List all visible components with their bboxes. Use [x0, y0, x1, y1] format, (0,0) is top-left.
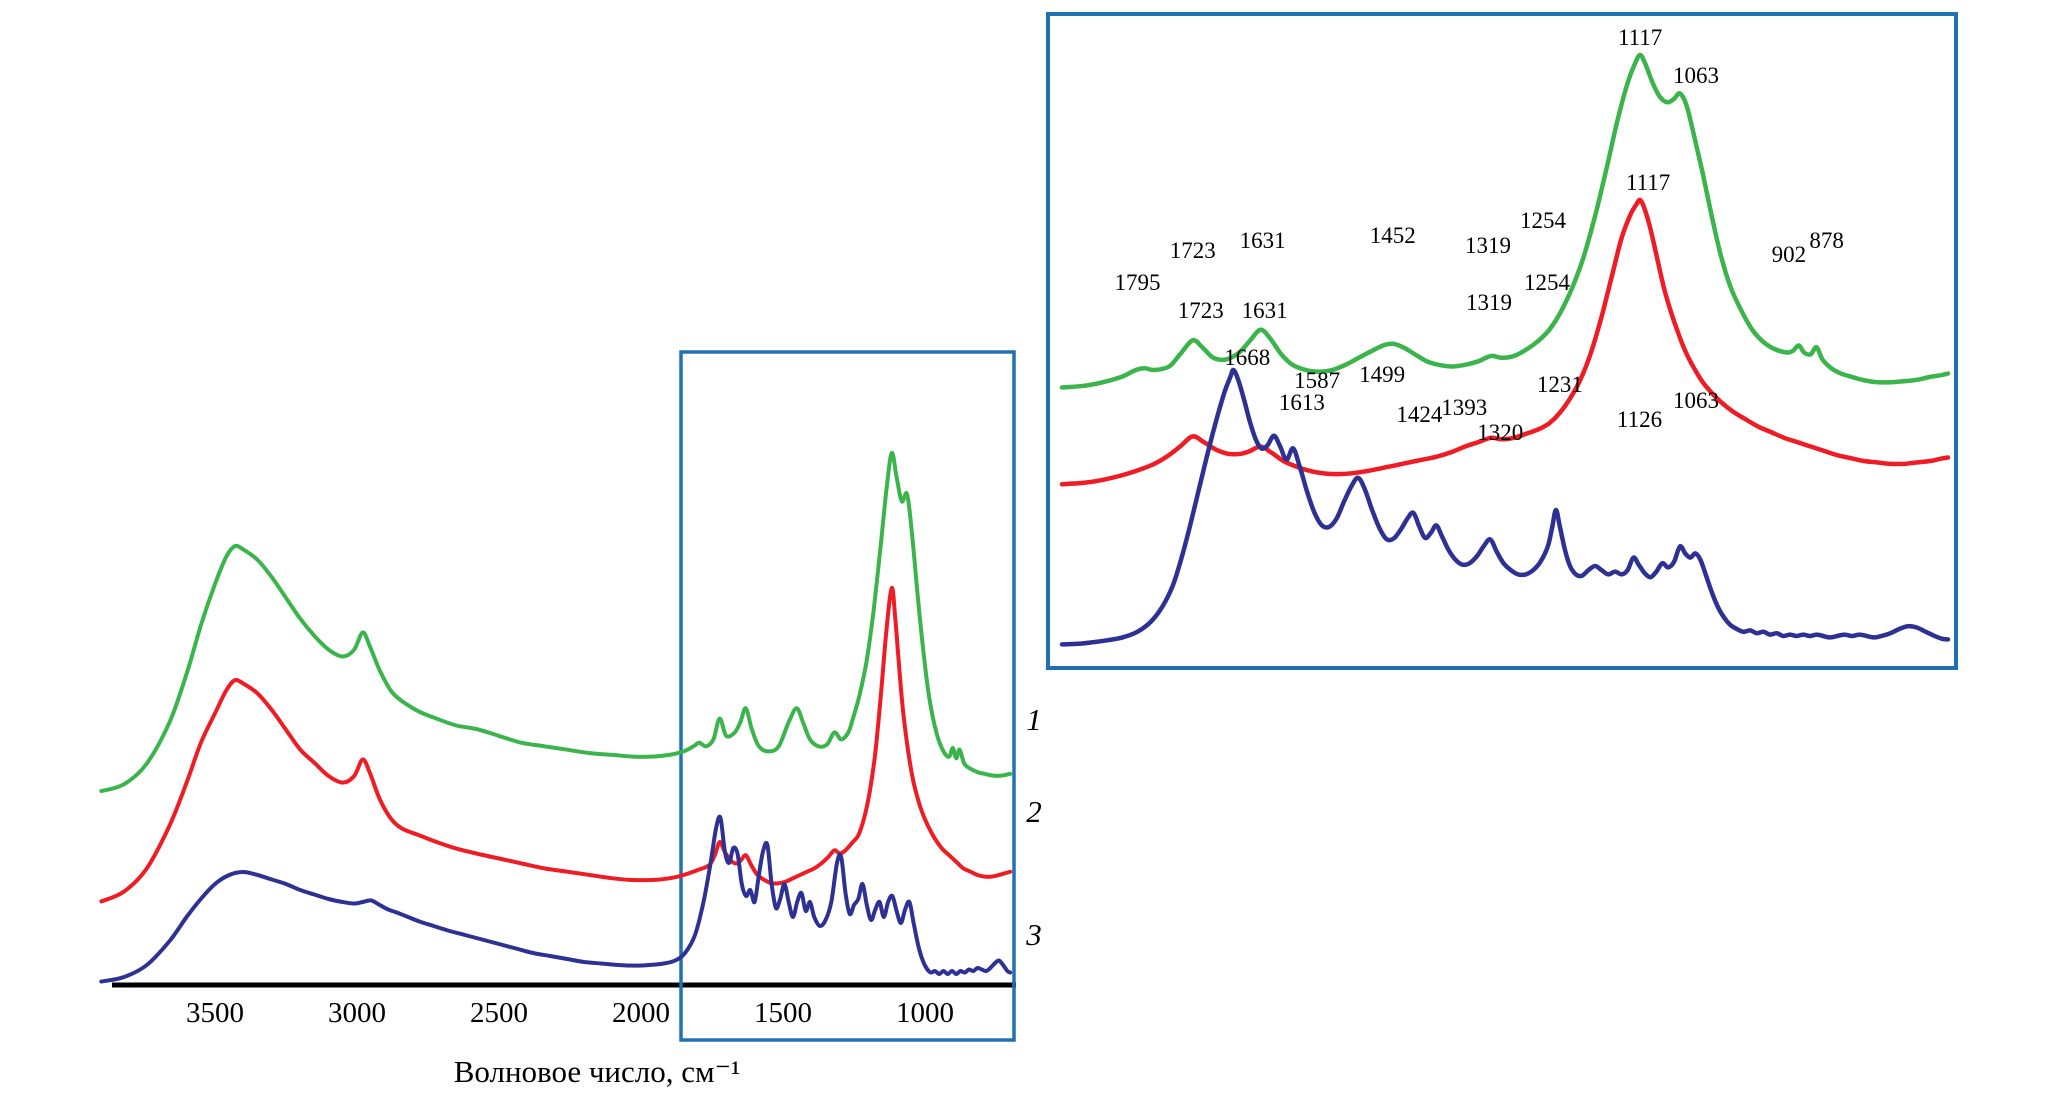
- peak-annotation: 1319: [1466, 290, 1512, 315]
- peak-annotation: 1319: [1465, 233, 1511, 258]
- peak-annotation: 1795: [1115, 270, 1161, 295]
- spectrum-curve-2-inset: [1059, 197, 1951, 487]
- inset-border: [1046, 12, 1958, 670]
- x-tick-label: 1000: [896, 997, 954, 1029]
- x-tick-label: 2500: [470, 997, 528, 1029]
- peak-annotation: 1587: [1294, 368, 1340, 393]
- peak-annotation: 1424: [1396, 402, 1443, 427]
- x-tick-label: 3500: [186, 997, 244, 1029]
- peak-annotation: 1613: [1279, 390, 1325, 415]
- peak-annotation: 1117: [1626, 170, 1670, 195]
- peak-annotation: 1393: [1441, 395, 1487, 420]
- x-tick-label: 3000: [328, 997, 386, 1029]
- peak-annotation: 902: [1772, 242, 1807, 267]
- peak-annotation: 1117: [1618, 25, 1662, 50]
- spectrum-curve-3-inset: [1059, 367, 1951, 647]
- highlight-box: [679, 350, 1016, 1042]
- spectrum-curve-3-main: [99, 814, 1013, 984]
- curve-index-label: 3: [1025, 917, 1042, 952]
- x-axis-title: Волновое число, см⁻¹: [454, 1054, 741, 1089]
- peak-annotation: 1254: [1520, 208, 1567, 233]
- peak-annotation: 1723: [1170, 238, 1216, 263]
- spectrum-curve-1-inset: [1059, 52, 1951, 390]
- peak-annotation: 1499: [1359, 362, 1405, 387]
- peak-annotation: 1254: [1524, 270, 1571, 295]
- peak-annotation: 1452: [1370, 223, 1416, 248]
- peak-annotation: 1126: [1617, 407, 1662, 432]
- x-tick-label: 1500: [754, 997, 812, 1029]
- peak-annotation: 1668: [1224, 345, 1270, 370]
- peak-annotation: 1631: [1240, 228, 1286, 253]
- peak-annotation: 1231: [1537, 372, 1583, 397]
- main-plot: 3500 3000 2500 2000 1500 1000 1 2 3: [99, 350, 1042, 1042]
- peak-annotation: 1063: [1673, 388, 1719, 413]
- spectrum-curve-2-main: [99, 585, 1013, 904]
- x-tick-label: 2000: [612, 997, 670, 1029]
- spectrum-curve-1-main: [99, 450, 1013, 794]
- peak-annotation: 878: [1809, 228, 1844, 253]
- peak-annotation: 1320: [1477, 420, 1523, 445]
- curve-index-label: 1: [1026, 702, 1042, 737]
- peak-annotation: 1631: [1242, 298, 1288, 323]
- peak-annotation: 1063: [1673, 63, 1719, 88]
- curve-index-label: 2: [1026, 794, 1042, 829]
- peak-annotation: 1723: [1178, 298, 1224, 323]
